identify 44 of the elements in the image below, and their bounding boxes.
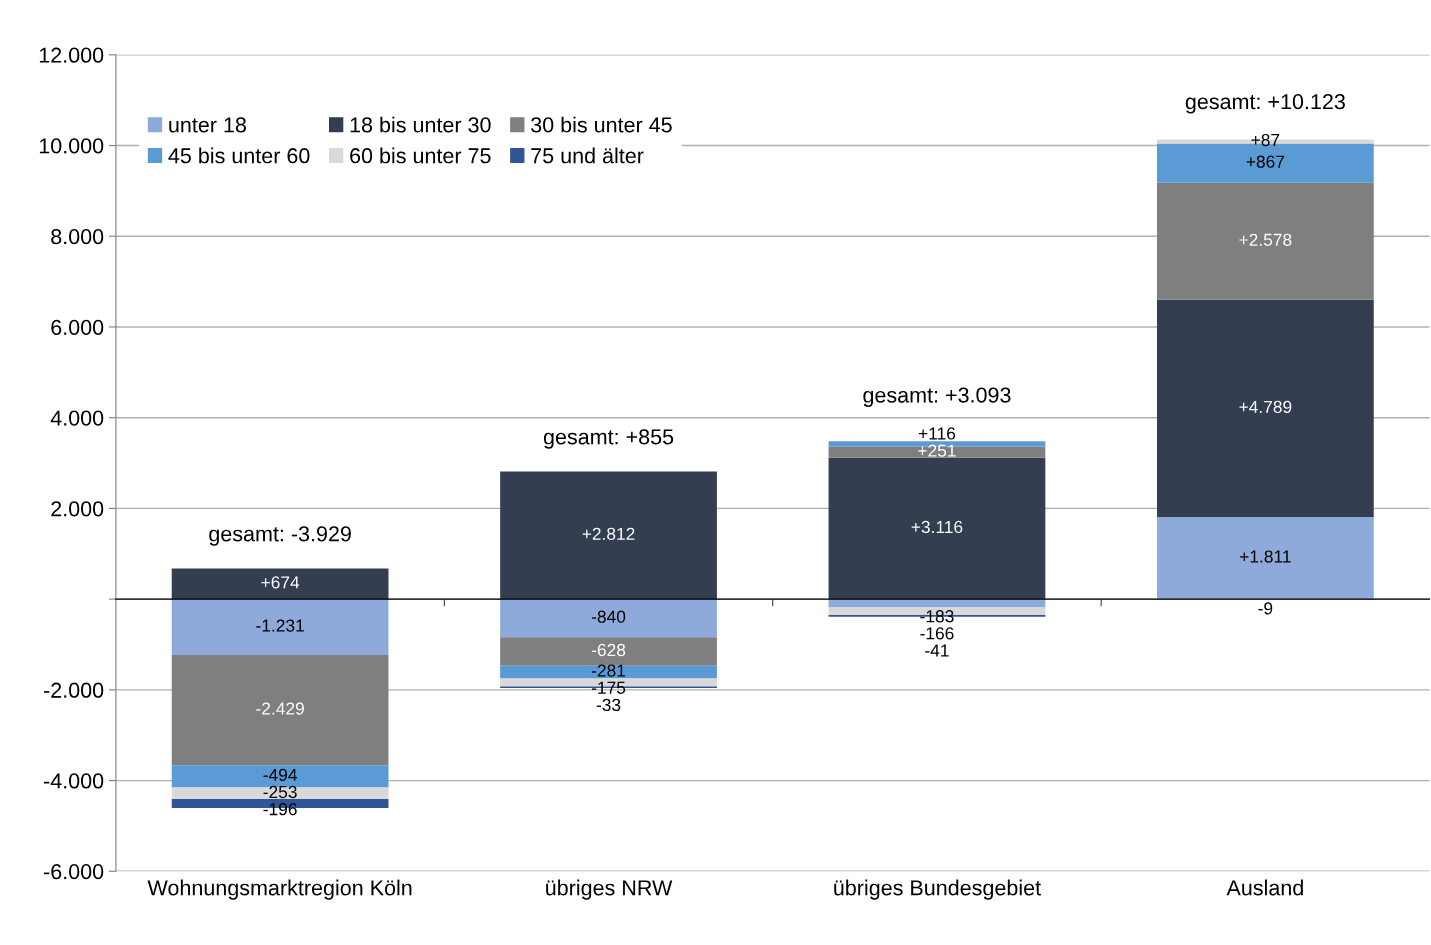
data-label: +3.116 [911,520,963,534]
legend-label: 45 bis unter 60 [168,147,310,164]
x-tick-label: Wohnungsmarktregion Köln [147,879,412,900]
legend-label: 75 und älter [531,147,644,164]
data-label: +251 [918,444,956,457]
data-label: +116 [918,427,956,440]
x-tick-label: Ausland [1226,879,1303,896]
total-label: gesamt: +855 [543,429,674,449]
x-tick-label: übriges Bundesgebiet [834,879,1041,900]
data-label: -281 [591,664,626,677]
data-label: -628 [591,643,626,657]
total-label: gesamt: +3.093 [863,387,1011,407]
y-tick-label: -4.000 [44,773,104,789]
y-tick-label: 6.000 [51,319,104,335]
y-tick-label: 2.000 [51,501,104,517]
total-label: gesamt: -3.929 [209,526,351,546]
y-tick-label: 12.000 [39,47,104,63]
x-tick-label: übriges NRW [546,879,673,900]
data-label: +867 [1246,155,1285,168]
data-label: -1.231 [256,619,304,632]
data-label: -494 [263,768,297,782]
data-label: -840 [591,610,626,623]
legend-label: 30 bis unter 45 [531,116,672,133]
legend-label: 18 bis unter 30 [350,116,491,133]
data-label: +674 [261,576,300,589]
total-label: gesamt: +10.123 [1185,94,1345,114]
data-label: -253 [263,785,297,799]
data-label: +2.578 [1239,233,1292,246]
y-tick-label: -6.000 [44,864,104,880]
data-label: +1.811 [1240,550,1291,563]
y-tick-label: -2.000 [44,682,104,698]
data-label: -41 [925,644,949,657]
data-label: -2.429 [256,702,304,715]
data-label: -33 [596,698,621,712]
y-tick-label: 10.000 [39,138,104,154]
data-label: -166 [920,627,954,640]
data-label: -9 [1258,602,1273,615]
data-label: +4.789 [1239,400,1292,414]
data-label: +87 [1251,133,1280,147]
y-tick-label: 4.000 [50,410,104,426]
data-label: +2.812 [582,527,635,541]
legend-label: 60 bis unter 75 [350,147,491,164]
legend-label: unter 18 [169,117,246,133]
y-tick-label: 8.000 [51,229,104,245]
